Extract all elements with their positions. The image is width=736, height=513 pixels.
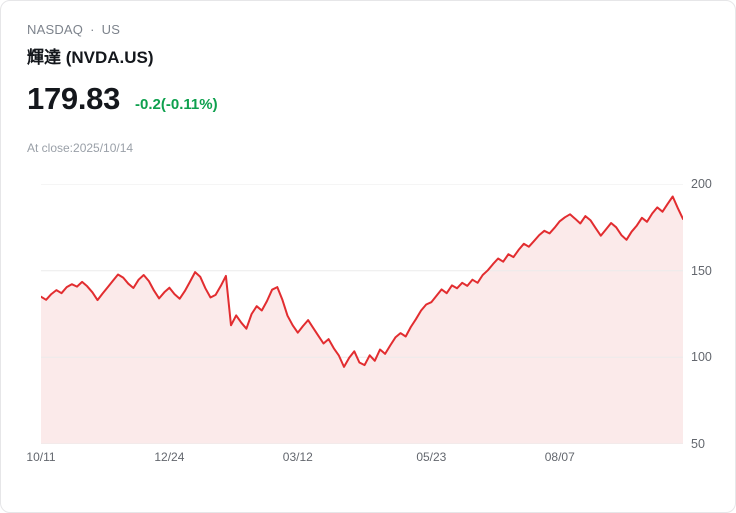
x-axis-label: 03/12 (282, 450, 313, 464)
separator-dot: · (90, 22, 95, 37)
last-price: 179.83 (27, 81, 121, 116)
price-chart-canvas[interactable] (41, 184, 683, 444)
x-axis-label: 05/23 (416, 450, 447, 464)
y-axis-label: 150 (691, 263, 712, 278)
y-axis-label: 100 (691, 350, 712, 365)
y-axis-label: 200 (691, 177, 712, 191)
exchange-label: NASDAQ (27, 22, 84, 37)
region-label: US (101, 22, 121, 37)
stock-title: 輝達 (NVDA.US) (27, 48, 154, 67)
y-axis-label: 50 (691, 437, 705, 451)
x-axis-label: 12/24 (154, 450, 185, 464)
x-axis-label: 10/11 (26, 450, 56, 464)
price-row: 179.83 -0.2(-0.11%) (27, 81, 218, 117)
price-change: -0.2(-0.11%) (135, 96, 218, 113)
x-axis-label: 08/07 (544, 450, 575, 464)
close-time-note: At close:2025/10/14 (27, 141, 134, 155)
exchange-info: NASDAQ · US (27, 22, 120, 37)
